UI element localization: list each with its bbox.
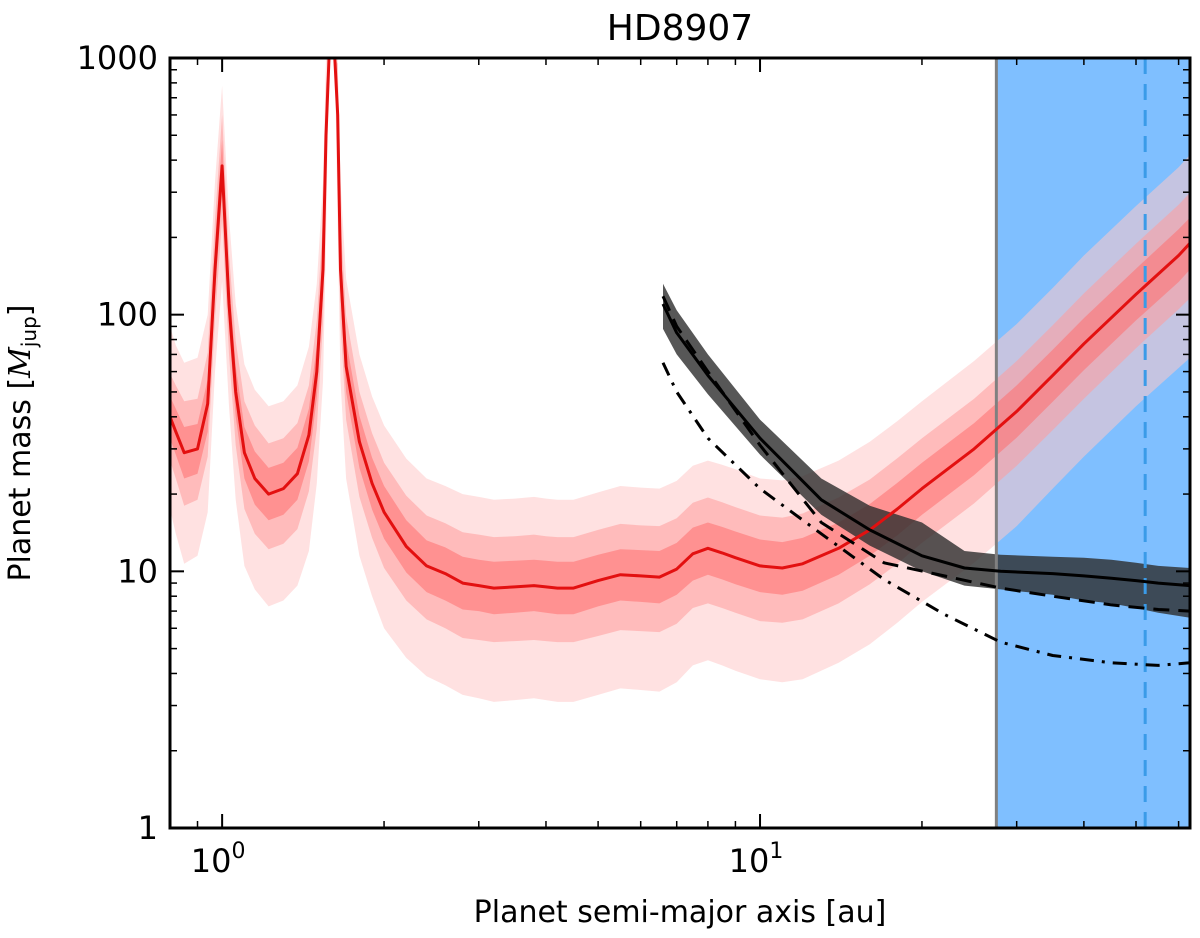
imaging-band <box>663 283 1190 618</box>
plot-area <box>170 58 1190 828</box>
imaging-dashdot-limit-line <box>661 362 1190 667</box>
x-tick-label-base: 10 <box>729 842 770 880</box>
y-axis-label-subscript: jup <box>17 316 41 348</box>
y-axis-label-main: Planet mass [ <box>3 378 38 582</box>
RV-median-limit-line <box>170 58 1190 590</box>
RV-band-core <box>170 58 1190 615</box>
y-tick-label: 10 <box>117 552 158 590</box>
y-tick-label: 1000 <box>77 39 158 77</box>
y-axis-label-symbol: M <box>3 346 38 379</box>
x-tick-label-exponent: 0 <box>231 839 245 864</box>
x-tick-label-base: 10 <box>191 842 232 880</box>
y-tick-label: 1 <box>138 809 158 847</box>
y-axis-label-end: ] <box>3 304 38 316</box>
y-tick-label: 100 <box>97 296 158 334</box>
imaging-median-limit-line <box>661 303 1190 588</box>
x-axis-label: Planet semi-major axis [au] <box>474 895 887 930</box>
x-tick-label: 100 <box>191 839 246 880</box>
x-tick-label: 101 <box>729 839 784 880</box>
y-axis-label: Planet mass [Mjup] <box>3 304 41 581</box>
x-tick-label-exponent: 1 <box>769 839 783 864</box>
plot-frame <box>168 56 1192 830</box>
chart-title: HD8907 <box>607 8 753 49</box>
imaging-dashed-limit-line <box>661 295 1190 613</box>
